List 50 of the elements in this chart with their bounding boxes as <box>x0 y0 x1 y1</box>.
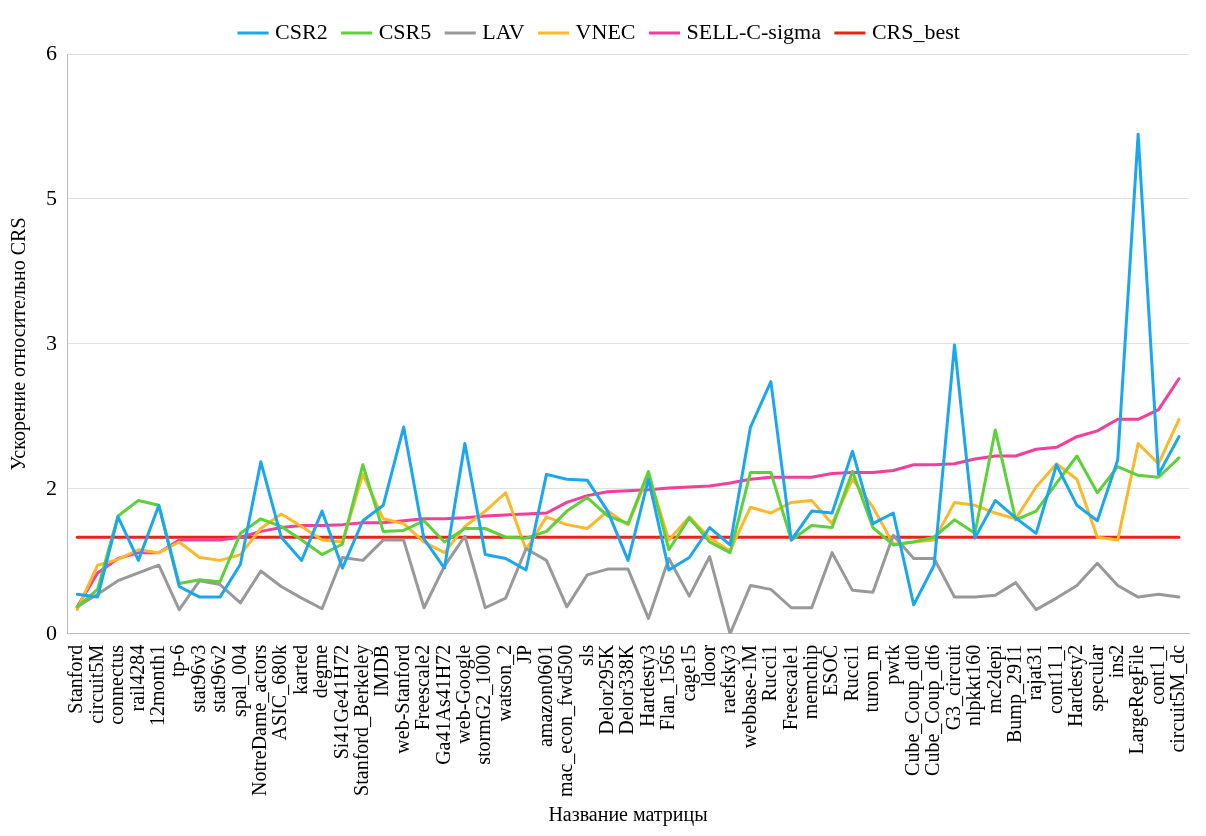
x-tick-label: Hardesty2 <box>1064 644 1088 728</box>
x-tick-label: pwtk <box>880 644 904 685</box>
x-tick-label: Rucci1 <box>758 644 781 702</box>
x-tick-label: web-Stanford <box>390 644 413 754</box>
x-tick-label: watson_2 <box>492 644 515 722</box>
x-tick-label: rail4284 <box>125 644 148 712</box>
y-tick-label: 3 <box>46 329 57 355</box>
x-tick-label: nlpkkt160 <box>962 644 986 726</box>
x-tick-label: LargeRegFile <box>1125 644 1149 755</box>
y-tick-label: 0 <box>46 619 57 645</box>
x-tick-label: ASIC_680k <box>268 644 291 741</box>
x-tick-label: web-Google <box>452 644 476 744</box>
y-axis-title: Ускорение относительно CRS <box>7 217 31 471</box>
legend-label: SELL-C-sigma <box>686 18 822 44</box>
x-tick-label: Hardesty3 <box>635 644 659 728</box>
x-tick-label: Stanford <box>64 644 87 714</box>
x-tick-label: Rucci1 <box>839 644 862 702</box>
x-tick-label: sls <box>574 644 597 666</box>
x-tick-label: karted <box>288 644 311 695</box>
x-tick-label: stat96v2 <box>207 644 230 713</box>
y-tick-label: 6 <box>46 39 57 65</box>
x-tick-label: tp-6 <box>166 644 190 678</box>
x-tick-label: circuit5M <box>84 644 107 724</box>
x-tick-label: degme <box>309 644 333 699</box>
x-tick-label: Ga41As41H72 <box>431 644 454 765</box>
legend-label: LAV <box>482 18 525 44</box>
x-axis-title: Название матрицы <box>548 803 708 827</box>
x-tick-label: memchip <box>798 644 822 720</box>
legend-label: CSR2 <box>275 18 328 44</box>
legend-label: CSR5 <box>378 18 432 44</box>
x-tick-label: turon_m <box>860 644 883 713</box>
x-tick-label: cage15 <box>676 644 700 702</box>
x-tick-label: amazon0601 <box>533 644 556 748</box>
x-tick-label: Delor295K <box>594 644 617 735</box>
legend-label: VNEC <box>575 18 636 44</box>
x-tick-label: raefsky3 <box>717 644 741 714</box>
legend-label: CRS_best <box>871 18 960 44</box>
x-tick-label: circuit5M_dc <box>1166 644 1189 753</box>
x-tick-label: Stanford_Berkeley <box>350 644 374 796</box>
x-tick-label: connectus <box>105 644 128 725</box>
x-tick-label: mac_econ_fwd500 <box>554 644 577 797</box>
x-tick-label: 12month1 <box>146 644 169 726</box>
x-tick-label: spal_004 <box>227 644 251 718</box>
x-tick-label: Freescale1 <box>778 644 801 731</box>
x-tick-label: Delor338K <box>615 644 638 735</box>
x-tick-label: Freescale2 <box>411 644 434 731</box>
y-tick-label: 2 <box>46 474 57 500</box>
x-tick-label: ins2 <box>1104 644 1127 679</box>
x-tick-label: JP <box>513 644 536 664</box>
y-tick-label: 5 <box>46 184 57 210</box>
